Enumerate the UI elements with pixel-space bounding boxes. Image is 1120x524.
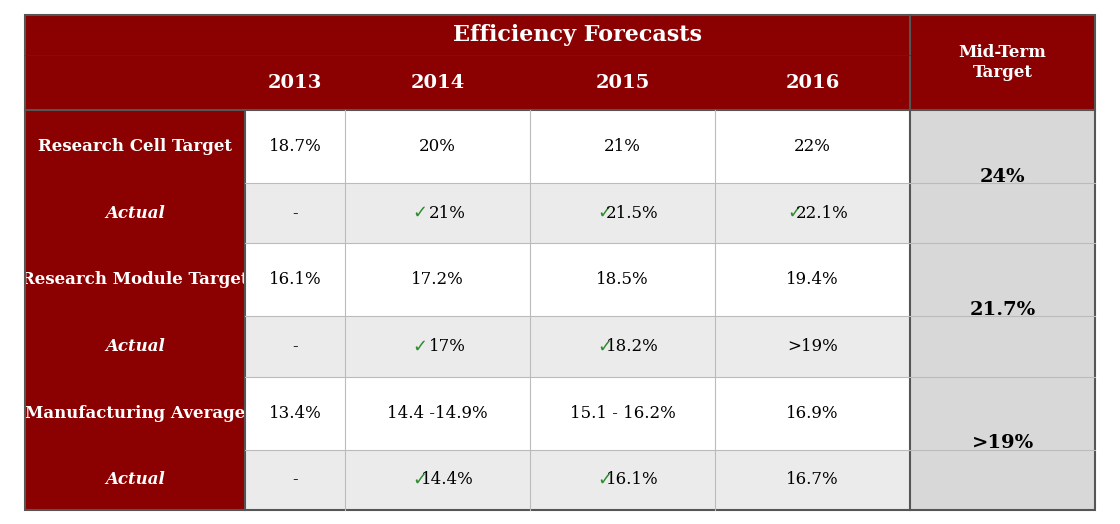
Text: ✓: ✓ [412,337,427,355]
Text: 18.7%: 18.7% [269,138,321,155]
Bar [245,450,909,510]
Text: -: - [292,205,298,222]
Text: -: - [292,471,298,488]
Bar [245,110,909,183]
Text: 21.5%: 21.5% [606,205,659,222]
Text: 16.9%: 16.9% [786,405,839,422]
Text: >19%: >19% [971,434,1034,452]
Text: ✓: ✓ [597,471,612,489]
Text: 21.7%: 21.7% [970,301,1036,319]
Text: 24%: 24% [980,168,1025,185]
Bar [909,450,1095,510]
Text: 16.1%: 16.1% [606,471,659,488]
Bar [909,316,1095,377]
Bar [909,183,1095,243]
Text: -: - [292,338,298,355]
Bar [909,377,1095,450]
Bar [245,377,909,450]
Text: 16.7%: 16.7% [786,471,839,488]
Text: Mid-Term
Target: Mid-Term Target [959,44,1046,81]
Text: Research Cell Target: Research Cell Target [38,138,232,155]
Text: 17%: 17% [429,338,466,355]
Text: Actual: Actual [105,205,165,222]
Text: Manufacturing Average: Manufacturing Average [25,405,245,422]
Text: ✓: ✓ [412,471,427,489]
Text: ✓: ✓ [597,337,612,355]
Bar [245,243,909,316]
Text: 22.1%: 22.1% [796,205,849,222]
Bar [25,15,1095,110]
Text: 21%: 21% [429,205,466,222]
Text: 18.5%: 18.5% [596,271,648,288]
Text: ✓: ✓ [412,204,427,222]
Text: Actual: Actual [105,471,165,488]
Text: 18.2%: 18.2% [606,338,659,355]
Text: 17.2%: 17.2% [411,271,464,288]
Text: Actual: Actual [105,338,165,355]
Bar [25,110,245,510]
Text: 2015: 2015 [596,73,650,92]
Text: ✓: ✓ [787,204,802,222]
Text: 14.4%: 14.4% [421,471,474,488]
Text: Efficiency Forecasts: Efficiency Forecasts [452,24,702,46]
Text: 20%: 20% [419,138,456,155]
Text: >19%: >19% [787,338,838,355]
Text: ✓: ✓ [597,204,612,222]
Text: 22%: 22% [794,138,831,155]
Text: 13.4%: 13.4% [269,405,321,422]
Text: 21%: 21% [604,138,641,155]
Text: 15.1 - 16.2%: 15.1 - 16.2% [570,405,675,422]
Bar [909,243,1095,316]
Text: 2014: 2014 [410,73,465,92]
Text: 2016: 2016 [785,73,840,92]
Bar [245,183,909,243]
Text: Research Module Target: Research Module Target [21,271,249,288]
Bar [245,316,909,377]
Bar [909,110,1095,183]
Text: 16.1%: 16.1% [269,271,321,288]
Text: 2013: 2013 [268,73,323,92]
Text: 14.4 -14.9%: 14.4 -14.9% [388,405,488,422]
Text: 19.4%: 19.4% [786,271,839,288]
